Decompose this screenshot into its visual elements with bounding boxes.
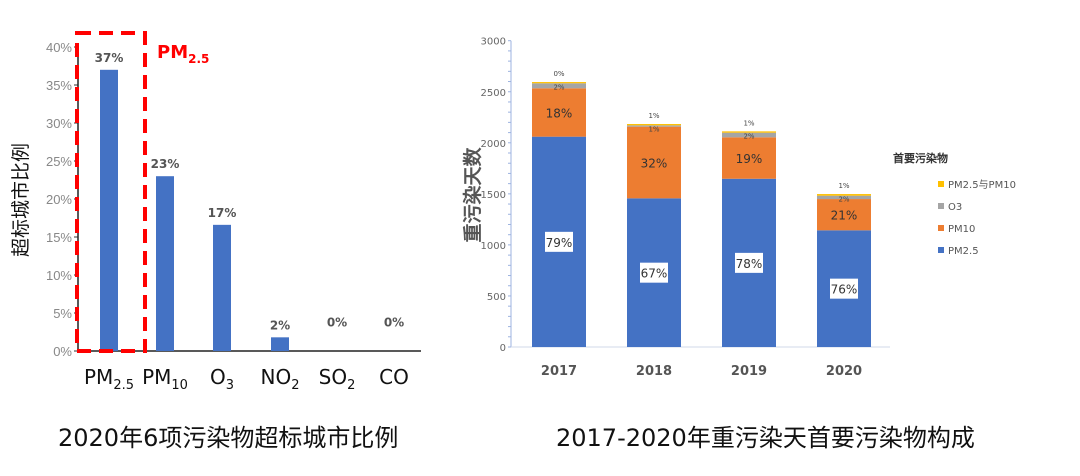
data-label: 2%: [743, 133, 754, 141]
legend-item: PM10: [948, 224, 975, 235]
heavy-pollution-stacked-chart: 0 500 1000 1500 2000 2500 3000 重污染天数 79% 18% 2% 0% 2…: [461, 37, 1016, 379]
stack-segment-PM10: [817, 199, 871, 231]
y-tick-label: 0%: [53, 344, 72, 359]
legend-item: O3: [948, 202, 962, 213]
y-tick-label: 1500: [481, 190, 506, 201]
left-chart-caption: 2020年6项污染物超标城市比例: [58, 424, 399, 452]
data-label-box: [640, 262, 668, 283]
data-label: 0%: [384, 315, 404, 329]
legend-swatch: [938, 181, 944, 187]
data-label: 19%: [736, 152, 763, 166]
data-label-box: [545, 231, 573, 252]
stack-segment-PM10: [627, 126, 681, 199]
data-label: 18%: [546, 106, 573, 120]
data-label: 1%: [648, 112, 659, 120]
x-tick-label: 2018: [636, 364, 672, 379]
data-label: 2%: [270, 318, 290, 332]
data-label: 37%: [95, 51, 124, 65]
x-tick-label: NO2: [261, 365, 300, 393]
data-label: 1%: [838, 182, 849, 190]
y-tick-label: 3000: [481, 37, 506, 48]
stack-segment-O3: [627, 125, 681, 127]
y-tick-label: 2500: [481, 88, 506, 99]
x-tick-label: O3: [210, 365, 234, 393]
y-tick-label: 30%: [46, 116, 72, 131]
data-label: 17%: [208, 206, 237, 220]
data-label: 67%: [641, 267, 668, 281]
data-label: 78%: [736, 257, 763, 271]
stack-segment-PM2.5与PM10: [532, 82, 586, 84]
data-label-box: [735, 252, 763, 273]
data-label: 2%: [553, 83, 564, 91]
legend-title: 首要污染物: [893, 151, 948, 165]
legend-swatch: [938, 225, 944, 231]
legend-item: PM2.5: [948, 246, 979, 257]
y-tick-label: 10%: [46, 268, 72, 283]
right-chart-caption: 2017-2020年重污染天首要污染物构成: [556, 424, 975, 452]
y-tick-label: 1000: [481, 241, 506, 252]
x-tick-label: 2020: [826, 364, 862, 379]
x-tick-label: 2019: [731, 364, 767, 379]
y-tick-label: 0: [500, 343, 506, 354]
x-tick-label: CO: [379, 365, 409, 389]
data-label: 76%: [831, 283, 858, 297]
data-label-box: [830, 278, 858, 299]
highlight-box: [75, 31, 147, 353]
stack-segment-PM2.5与PM10: [722, 131, 776, 133]
legend-swatch: [938, 203, 944, 209]
y-tick-label: 20%: [46, 192, 72, 207]
stack-segment-O3: [532, 83, 586, 89]
data-label: 1%: [743, 119, 754, 127]
y-tick-label: 500: [487, 292, 506, 303]
bar-1: [156, 176, 174, 351]
stack-segment-PM2.5与PM10: [817, 194, 871, 196]
stack-segment-PM2.5与PM10: [627, 124, 681, 126]
data-label: 32%: [641, 157, 668, 171]
y-tick-label: 5%: [53, 306, 72, 321]
data-label: 23%: [151, 157, 180, 171]
data-label: 1%: [648, 125, 659, 133]
legend-item: PM2.5与PM10: [948, 179, 1016, 191]
y-tick-label: 25%: [46, 154, 72, 169]
stack-segment-PM10: [532, 88, 586, 137]
exceedance-bar-chart: 0% 5% 10% 15% 20% 25% 30% 35% 40% 超标城市比例 37% PM2.5 2…: [10, 31, 421, 393]
legend-swatch: [938, 247, 944, 253]
y-tick-label: 15%: [46, 230, 72, 245]
y-axis-label: 超标城市比例: [10, 143, 32, 257]
stack-segment-O3: [817, 195, 871, 200]
x-tick-label: 2017: [541, 364, 577, 379]
stack-segment-O3: [722, 132, 776, 138]
x-tick-label: PM10: [142, 365, 188, 393]
bar-3: [271, 337, 289, 351]
data-label: 21%: [831, 209, 858, 223]
data-label: 0%: [553, 70, 564, 78]
y-tick-label: 40%: [46, 40, 72, 55]
y-tick-label: 2000: [481, 139, 506, 150]
highlight-label: PM2.5: [157, 42, 209, 66]
y-tick-label: 35%: [46, 78, 72, 93]
data-label: 2%: [838, 196, 849, 204]
bar-0: [100, 69, 118, 352]
data-label: 0%: [327, 315, 347, 329]
data-label: 79%: [546, 236, 573, 250]
bar-2: [213, 224, 231, 351]
stack-segment-PM10: [722, 137, 776, 179]
x-tick-label: PM2.5: [84, 365, 134, 393]
y-axis-label: 重污染天数: [461, 147, 484, 243]
x-tick-label: SO2: [319, 365, 356, 393]
